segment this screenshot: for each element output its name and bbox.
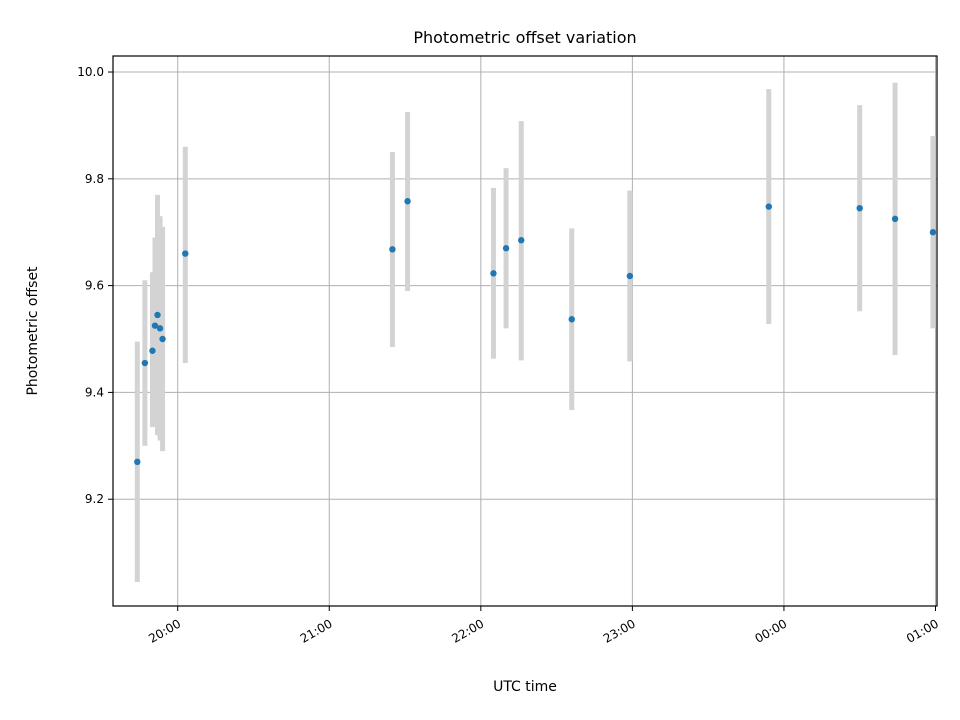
data-point	[182, 250, 189, 257]
grid-lines	[113, 56, 937, 606]
data-point	[490, 270, 497, 277]
data-points	[134, 198, 937, 466]
x-tick-label: 21:00	[298, 616, 335, 645]
data-point	[134, 458, 141, 466]
x-axis-ticks: 20:00 21:00 22:00 23:00 00:00 01:00	[146, 606, 941, 646]
y-tick-label: 9.8	[85, 172, 104, 186]
y-axis-label: Photometric offset	[25, 266, 41, 396]
data-point	[502, 245, 510, 252]
x-tick-label: 22:00	[449, 616, 486, 645]
x-tick-label: 23:00	[601, 616, 638, 645]
x-tick-label: 00:00	[752, 616, 789, 645]
y-tick-label: 9.4	[85, 385, 104, 399]
y-tick-label: 9.2	[85, 492, 104, 506]
data-point	[518, 237, 525, 244]
error-bars	[134, 82, 936, 582]
plot-frame	[112, 55, 938, 607]
data-point	[156, 325, 164, 332]
chart-title: Photometric offset variation	[413, 28, 636, 47]
data-point	[626, 272, 634, 280]
data-point	[856, 204, 863, 212]
x-tick-label: 01:00	[904, 616, 941, 645]
data-point	[151, 322, 159, 329]
data-point	[154, 311, 161, 319]
y-tick-label: 9.6	[85, 279, 104, 293]
data-point	[159, 335, 166, 343]
y-axis-ticks: 9.2 9.4 9.6 9.8 10.0	[77, 65, 113, 506]
data-point	[765, 203, 772, 210]
data-point	[891, 215, 899, 223]
x-tick-label: 20:00	[146, 616, 183, 645]
data-point	[389, 246, 396, 253]
data-point	[404, 198, 411, 205]
data-point	[149, 347, 156, 354]
x-axis-label: UTC time	[493, 679, 557, 695]
data-point	[568, 316, 575, 323]
data-point	[141, 359, 149, 367]
y-tick-label: 10.0	[77, 65, 104, 79]
data-point	[929, 229, 937, 236]
